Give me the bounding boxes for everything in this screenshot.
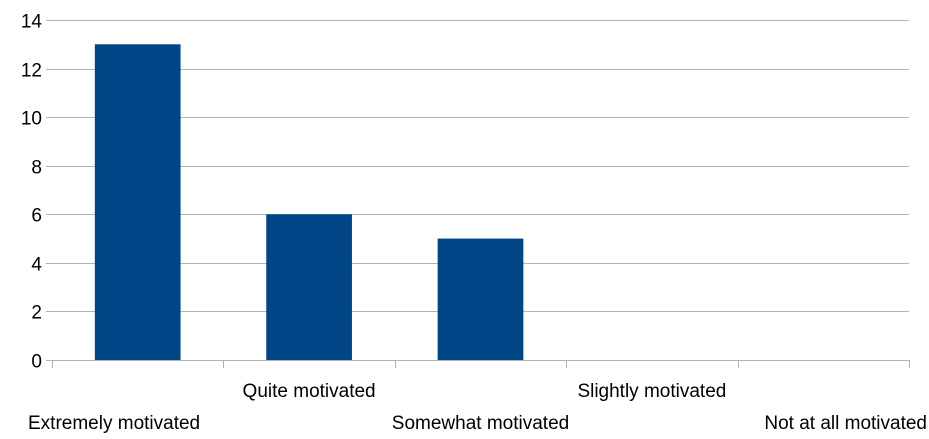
x-category-label: Extremely motivated <box>28 413 200 434</box>
y-tick-label: 8 <box>31 158 42 179</box>
y-tick-label: 10 <box>21 109 42 130</box>
x-category-label: Slightly motivated <box>577 381 726 402</box>
x-category-label: Quite motivated <box>243 381 376 402</box>
y-tick-label: 14 <box>21 12 43 33</box>
bars <box>94 44 524 361</box>
bar-1 <box>94 44 181 361</box>
y-tick-label: 4 <box>31 255 42 276</box>
x-axis <box>52 360 910 368</box>
y-axis-tick-labels: 0 2 4 6 8 10 12 14 <box>21 12 43 373</box>
y-tick-label: 6 <box>31 206 42 227</box>
y-tick-label: 2 <box>31 303 42 324</box>
bar-3 <box>437 238 524 360</box>
x-axis-category-labels: Extremely motivated Quite motivated Somewh… <box>28 381 927 434</box>
x-category-label: Not at all motivated <box>764 413 927 434</box>
y-tick-label: 0 <box>31 352 42 373</box>
x-category-label: Somewhat motivated <box>392 413 569 434</box>
bar-2 <box>266 214 352 360</box>
y-tick-label: 12 <box>21 61 42 82</box>
